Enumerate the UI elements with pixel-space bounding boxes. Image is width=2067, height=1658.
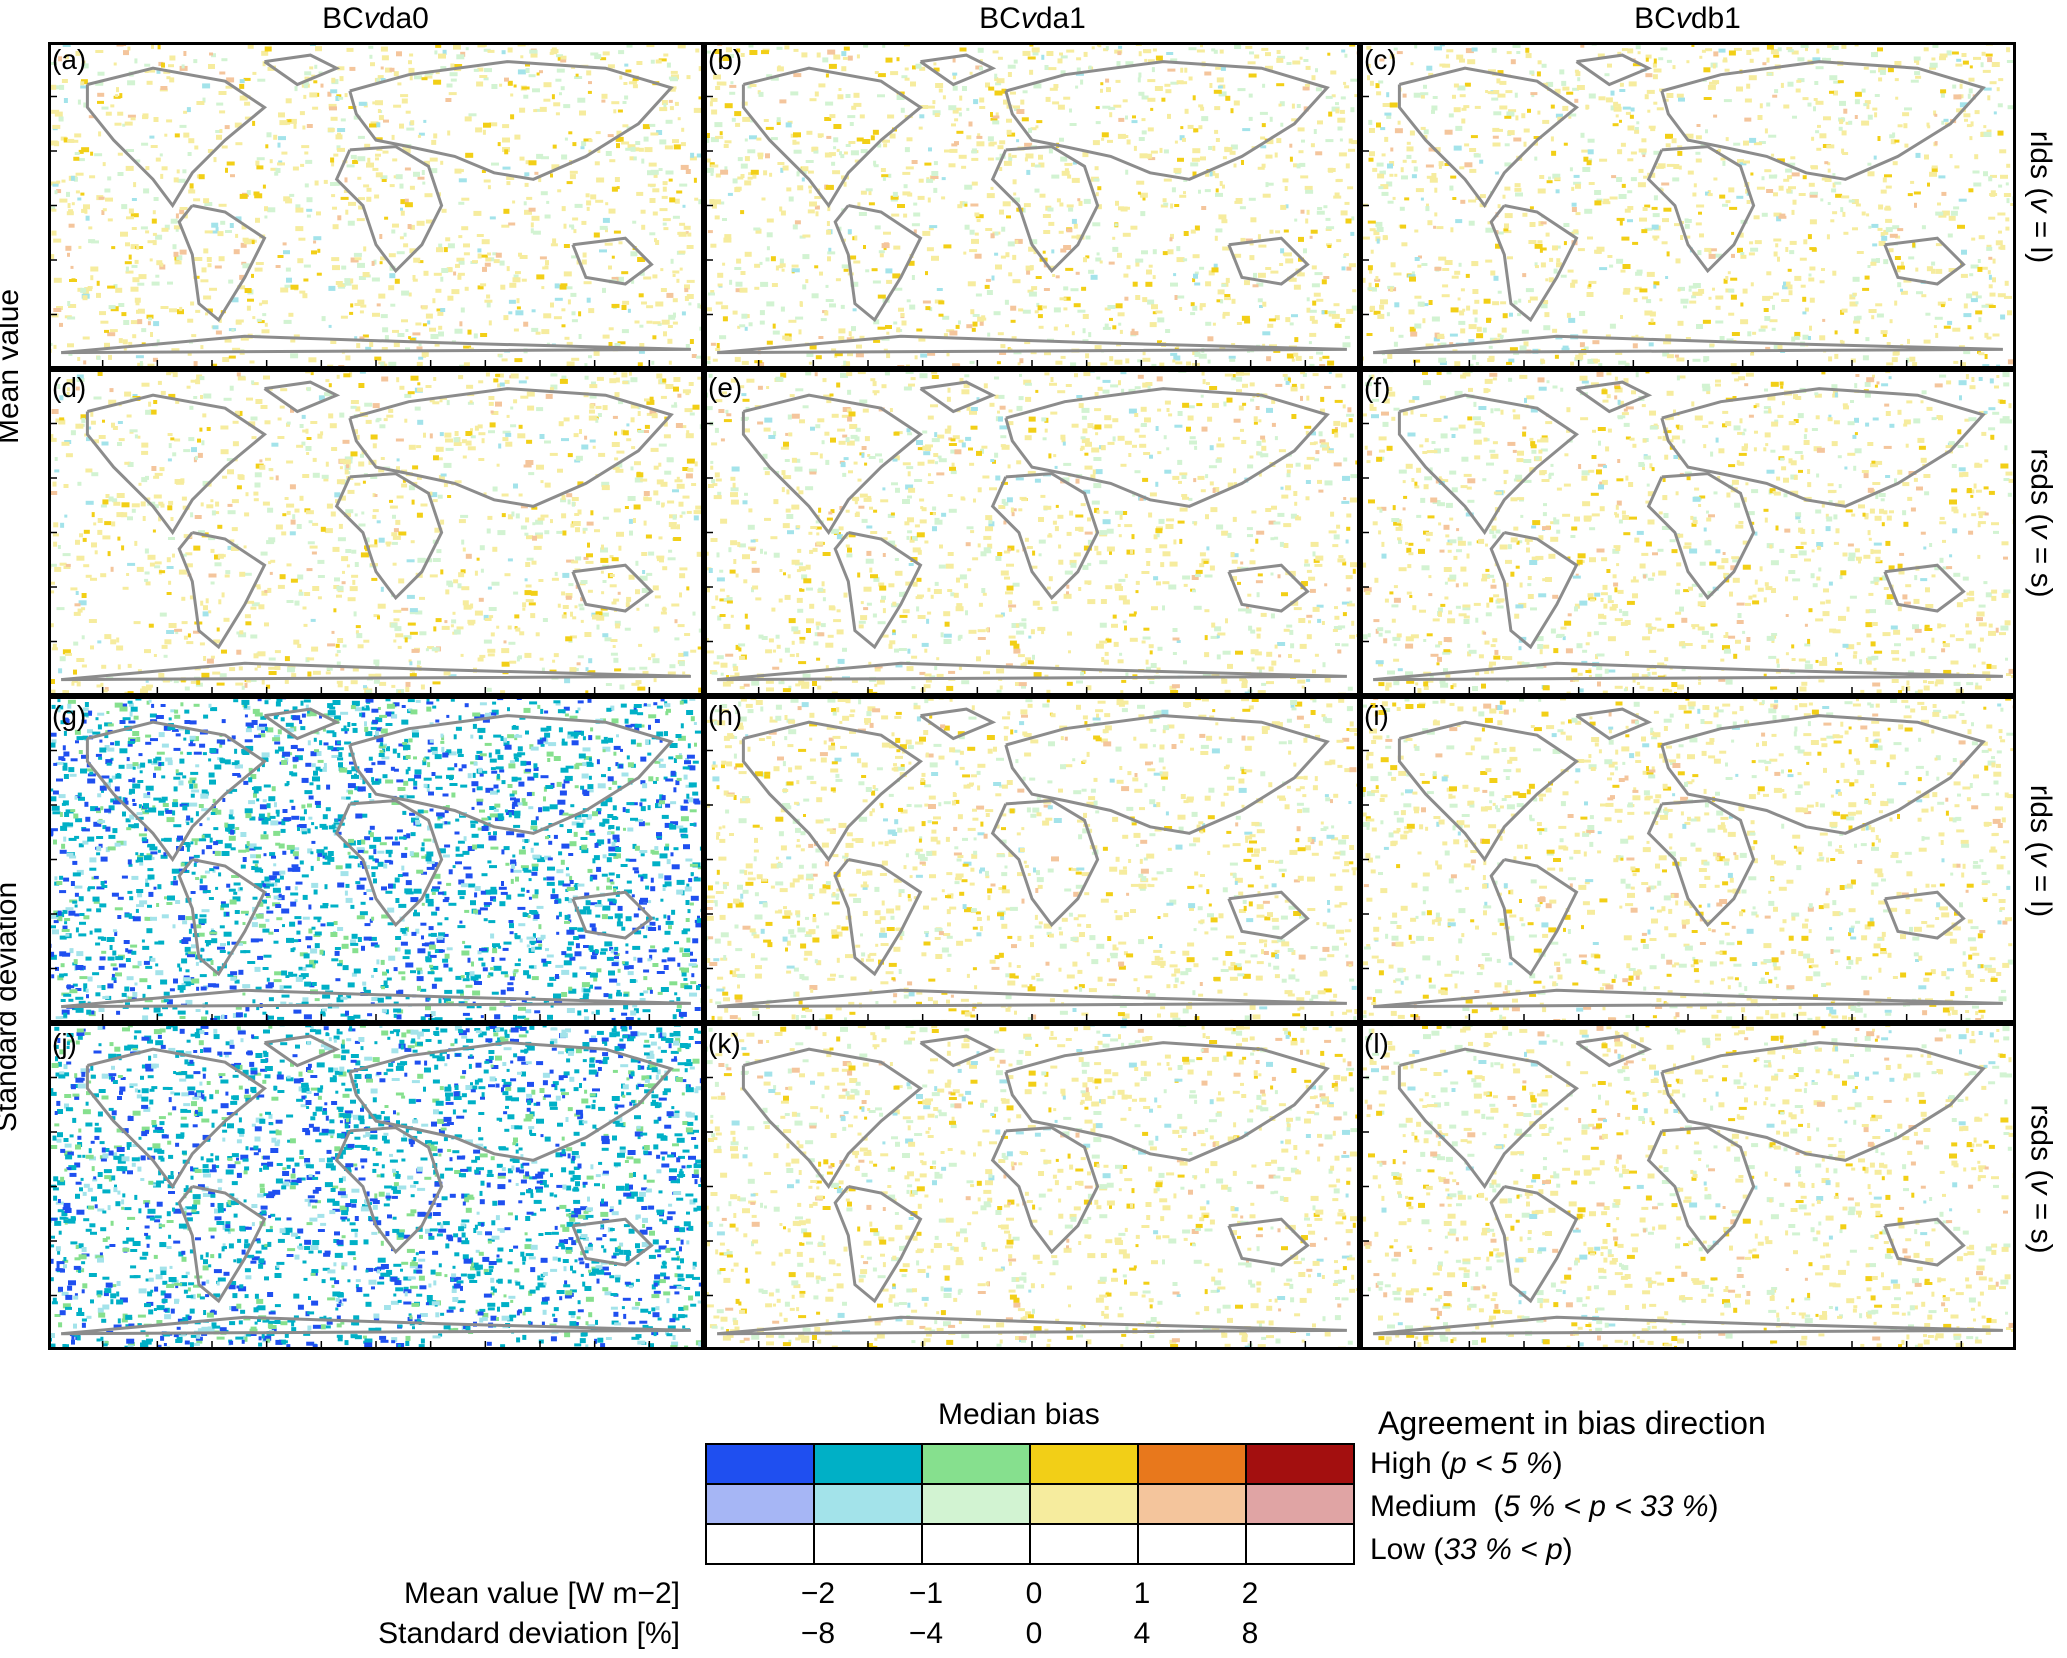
mean-tick: 0	[1025, 1577, 1043, 1610]
map-panel	[48, 1023, 704, 1350]
legend-swatch	[705, 1443, 815, 1485]
side-label-rlds-1: rlds (v = l)	[2024, 130, 2057, 264]
mean-tick: 2	[1241, 1577, 1259, 1610]
agreement-title: Agreement in bias direction	[1378, 1405, 1766, 1441]
panel-tag-g: (g)	[52, 700, 87, 731]
row-group-standard-deviation: Standard deviation	[0, 881, 23, 1132]
legend-swatch	[921, 1443, 1031, 1485]
map-panel	[48, 369, 704, 696]
map-panel	[1360, 1023, 2016, 1350]
legend-swatch	[705, 1523, 815, 1565]
side-label-rlds-2: rlds (v = l)	[2024, 784, 2057, 918]
map-panel	[1360, 696, 2016, 1023]
std-axis-label: Standard deviation [%]	[378, 1617, 680, 1650]
panel-tag-d: (d)	[52, 372, 87, 403]
std-tick: 8	[1241, 1617, 1259, 1650]
std-tick: −4	[908, 1617, 944, 1650]
legend-swatch	[1137, 1523, 1247, 1565]
legend-swatch	[705, 1483, 815, 1525]
legend-swatch	[813, 1483, 923, 1525]
map-panel	[704, 696, 1360, 1023]
panel-tag-b: (b)	[708, 44, 743, 75]
legend-row-low	[705, 1523, 1355, 1565]
legend-swatch	[1245, 1523, 1355, 1565]
legend-row-high	[705, 1443, 1355, 1485]
std-tick: 0	[1025, 1617, 1043, 1650]
legend-swatch	[921, 1523, 1031, 1565]
mean-value-axis-label: Mean value [W m−2]	[404, 1577, 680, 1610]
mean-tick: −2	[800, 1577, 836, 1610]
std-tick: −8	[800, 1617, 836, 1650]
panel-tag-k: (k)	[708, 1028, 741, 1059]
map-panel	[48, 42, 704, 369]
panel-tag-c: (c)	[1364, 44, 1397, 75]
std-tick: 4	[1133, 1617, 1151, 1650]
column-title-bcvda0: BCvda0	[322, 2, 429, 35]
panel-tag-e: (e)	[708, 372, 743, 403]
map-panel	[704, 1023, 1360, 1350]
panel-tag-a: (a)	[52, 44, 87, 75]
agreement-high: High (p < 5 %)	[1370, 1447, 1563, 1480]
column-title-bcvdb1: BCvdb1	[1634, 2, 1741, 35]
map-panel	[704, 369, 1360, 696]
legend-swatch	[1029, 1443, 1139, 1485]
panel-tag-j: (j)	[52, 1028, 77, 1059]
legend-row-medium	[705, 1483, 1355, 1525]
legend-swatch	[1137, 1443, 1247, 1485]
legend-swatch	[813, 1523, 923, 1565]
legend-swatch	[1245, 1443, 1355, 1485]
map-panel	[1360, 42, 2016, 369]
legend-swatch	[1029, 1483, 1139, 1525]
map-panel-grid	[48, 42, 2016, 1352]
row-group-mean-value: Mean value	[0, 288, 25, 444]
legend-swatch	[813, 1443, 923, 1485]
panel-tag-l: (l)	[1364, 1028, 1389, 1059]
map-panel	[1360, 369, 2016, 696]
legend-swatch	[1137, 1483, 1247, 1525]
map-panel	[704, 42, 1360, 369]
map-panels-svg	[48, 42, 2016, 1350]
legend-color-table	[705, 1443, 1355, 1565]
agreement-low: Low (33 % < p)	[1370, 1533, 1573, 1566]
mean-tick: −1	[908, 1577, 944, 1610]
agreement-medium: Medium (5 % < p < 33 %)	[1370, 1490, 1719, 1523]
side-label-rsds-2: rsds (v = s)	[2024, 1104, 2058, 1254]
side-label-rsds-1: rsds (v = s)	[2024, 448, 2058, 598]
panel-tag-h: (h)	[708, 700, 743, 731]
legend-title: Median bias	[938, 1398, 1100, 1431]
panel-tag-i: (i)	[1364, 700, 1389, 731]
legend-swatch	[921, 1483, 1031, 1525]
column-title-bcvda1: BCvda1	[979, 2, 1086, 35]
legend-swatch	[1245, 1483, 1355, 1525]
map-panel	[48, 696, 704, 1023]
legend-swatch	[1029, 1523, 1139, 1565]
mean-tick: 1	[1133, 1577, 1151, 1610]
panel-tag-f: (f)	[1364, 372, 1391, 403]
